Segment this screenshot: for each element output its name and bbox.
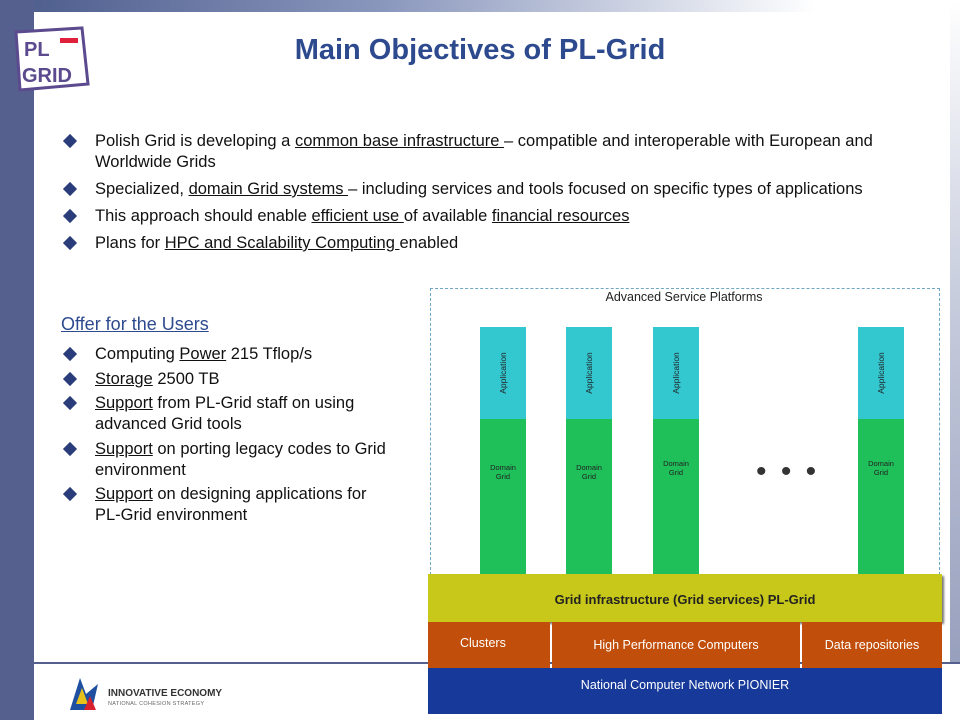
list-item: This approach should enable efficient us…	[62, 206, 942, 227]
bullet-text: Plans for	[95, 234, 165, 252]
application-block: Application	[858, 327, 904, 419]
application-label: Application	[498, 352, 508, 394]
diamond-bullet-icon	[62, 441, 78, 456]
bullet-text: – compatible and interoperable with Euro…	[95, 132, 873, 171]
list-item: Polish Grid is developing a common base …	[62, 131, 942, 173]
offer-underlined-text: Storage	[95, 369, 153, 388]
network-label: National Computer Network PIONIER	[580, 678, 790, 692]
objectives-list: Polish Grid is developing a common base …	[62, 131, 942, 260]
offer-underlined-text: Support	[95, 394, 153, 412]
list-item: Storage 2500 TB	[62, 369, 392, 390]
logo-line1: PL	[24, 39, 50, 61]
grid-infrastructure-label: Grid infrastructure (Grid services) PL-G…	[554, 592, 816, 607]
application-block: Application	[653, 327, 699, 419]
network-layer: National Computer Network PIONIER	[428, 668, 942, 714]
list-item: Computing Power 215 Tflop/s	[62, 344, 392, 365]
domain-grid-block: Domain Grid	[480, 419, 526, 575]
diamond-bullet-icon	[62, 181, 78, 197]
right-gradient-bar	[950, 0, 960, 720]
bullet-underlined-text: common base infrastructure	[294, 132, 505, 150]
top-gradient-bar	[0, 0, 960, 12]
grid-infrastructure-layer: Grid infrastructure (Grid services) PL-G…	[428, 574, 942, 622]
innovative-economy-logo-icon	[70, 678, 98, 710]
domain-column: Application Domain Grid	[480, 327, 526, 575]
offer-text: on designing applications for PL-Grid en…	[95, 485, 367, 524]
bullet-underlined-text: domain Grid systems	[188, 180, 349, 198]
clusters-label: Clusters	[460, 636, 506, 650]
logo-line2: GRID	[22, 65, 72, 87]
offer-text: 2500 TB	[152, 369, 220, 388]
application-block: Application	[480, 327, 526, 419]
list-item: Support from PL-Grid staff on using adva…	[62, 393, 392, 435]
diamond-bullet-icon	[62, 235, 78, 251]
bullet-text: Specialized,	[95, 180, 189, 198]
domain-grid-block: Domain Grid	[858, 419, 904, 575]
domain-grid-block: Domain Grid	[653, 419, 699, 575]
bullet-text: This approach should enable	[95, 207, 312, 225]
diamond-bullet-icon	[62, 208, 78, 224]
offer-heading: Offer for the Users	[61, 314, 209, 334]
list-item: Specialized, domain Grid systems – inclu…	[62, 179, 942, 200]
offer-text: on porting legacy codes to Grid environm…	[95, 439, 386, 479]
pl-grid-logo: PL GRID	[14, 26, 90, 92]
offer-text: 215 Tflop/s	[226, 345, 313, 363]
footer-subtitle: NATIONAL COHESION STRATEGY	[108, 701, 205, 707]
bullet-text: Polish Grid is developing a	[95, 132, 295, 150]
hpc-block: High Performance Computers	[552, 622, 800, 668]
clusters-block: Clusters	[428, 622, 550, 668]
bullet-underlined-text: financial resources	[491, 207, 630, 225]
data-repositories-label: Data repositories	[824, 638, 920, 652]
domain-label: Domain	[490, 463, 516, 472]
domain-label: Domain	[663, 459, 689, 468]
bullet-text: enabled	[399, 234, 459, 252]
data-repositories-block: Data repositories	[802, 622, 942, 668]
domain-label: Grid	[668, 468, 684, 477]
offer-text: Computing	[95, 345, 180, 363]
list-item: Support on designing applications for PL…	[62, 484, 392, 526]
diamond-bullet-icon	[62, 395, 78, 411]
domain-label: Grid	[873, 468, 889, 477]
offer-list: Computing Power 215 Tflop/s Storage 2500…	[62, 344, 392, 530]
domain-label: Grid	[581, 472, 597, 481]
bullet-underlined-text: HPC and Scalability Computing	[164, 234, 400, 252]
domain-grid-block: Domain Grid	[566, 419, 612, 575]
hpc-label: High Performance Computers	[593, 638, 759, 652]
domain-label: Domain	[576, 463, 602, 472]
left-sidebar-band	[0, 0, 34, 720]
diamond-bullet-icon	[62, 346, 78, 362]
ellipsis: • • •	[756, 455, 820, 488]
domain-column: Application Domain Grid	[653, 327, 699, 575]
offer-underlined-text: Power	[179, 345, 227, 363]
page-title: Main Objectives of PL-Grid	[294, 34, 666, 66]
diamond-bullet-icon	[62, 371, 78, 386]
list-item: Support on porting legacy codes to Grid …	[62, 439, 392, 481]
bullet-text: – including services and tools focused o…	[348, 180, 863, 198]
application-label: Application	[584, 352, 594, 394]
offer-underlined-text: Support	[95, 439, 153, 458]
bullet-underlined-text: efficient use	[311, 207, 404, 225]
bullet-text: of available	[403, 207, 492, 225]
application-label: Application	[876, 352, 886, 394]
diamond-bullet-icon	[62, 486, 78, 502]
footer-brand: INNOVATIVE ECONOMY	[108, 688, 223, 699]
list-item: Plans for HPC and Scalability Computing …	[62, 233, 942, 254]
domain-label: Grid	[495, 472, 511, 481]
offer-text: from PL-Grid staff on using advanced Gri…	[95, 394, 355, 433]
domain-column: Application Domain Grid	[566, 327, 612, 575]
offer-underlined-text: Support	[95, 485, 153, 503]
domain-label: Domain	[868, 459, 894, 468]
service-platforms-label: Advanced Service Platforms	[605, 290, 763, 304]
domain-column: Application Domain Grid	[858, 327, 904, 575]
diamond-bullet-icon	[62, 133, 78, 149]
application-label: Application	[671, 352, 681, 394]
application-block: Application	[566, 327, 612, 419]
